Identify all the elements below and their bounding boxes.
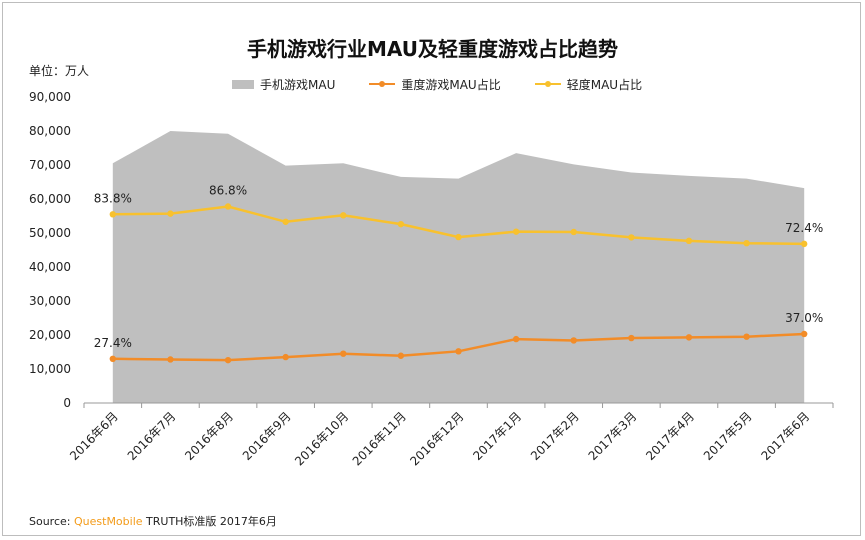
point-light (397, 220, 405, 228)
point-light (570, 228, 577, 236)
data-label: 86.8% (209, 183, 247, 197)
source-brand: QuestMobile (74, 515, 143, 528)
x-tick-label: 2017年4月 (643, 409, 697, 463)
point-heavy (282, 353, 289, 361)
point-heavy (455, 348, 462, 355)
point-heavy (800, 330, 808, 338)
area-series-mau (112, 131, 805, 403)
source-note: Source: QuestMobile TRUTH标准版 2017年6月 (29, 513, 277, 529)
y-tick-label: 60,000 (29, 192, 71, 206)
legend-item-area: 手机游戏MAU (232, 76, 335, 93)
y-tick-label: 40,000 (29, 260, 71, 274)
x-tick-label: 2016年7月 (125, 409, 179, 463)
point-light (282, 218, 289, 225)
source-prefix: Source: (29, 515, 71, 528)
x-tick-label: 2016年12月 (407, 409, 466, 468)
x-tick-label: 2017年1月 (470, 409, 524, 463)
legend-label-light: 轻度MAU占比 (566, 77, 643, 92)
point-light (685, 237, 693, 245)
data-label: 37.0% (785, 311, 823, 325)
legend-swatch-light (534, 79, 561, 89)
point-light (628, 234, 635, 241)
point-heavy (512, 335, 520, 343)
point-heavy (167, 356, 174, 363)
y-tick-label: 30,000 (29, 294, 71, 308)
point-heavy (340, 350, 347, 357)
legend-item-light: 轻度MAU占比 (534, 76, 643, 93)
point-light (167, 210, 174, 217)
y-tick-label: 10,000 (29, 362, 71, 376)
legend-label-area: 手机游戏MAU (260, 77, 336, 92)
y-tick-label: 80,000 (29, 124, 71, 138)
x-tick-label: 2016年8月 (182, 409, 236, 463)
y-tick-label: 0 (63, 396, 71, 410)
x-tick-label: 2016年11月 (350, 409, 409, 468)
x-tick-label: 2017年6月 (758, 409, 812, 463)
point-light (743, 240, 750, 247)
x-tick-label: 2017年3月 (586, 409, 640, 463)
point-light (109, 211, 117, 218)
point-light (512, 228, 520, 235)
point-heavy (224, 356, 232, 364)
y-tick-label: 90,000 (29, 90, 71, 104)
data-label: 27.4% (94, 336, 132, 350)
legend-swatch-area (232, 79, 254, 89)
x-tick-label: 2017年2月 (528, 409, 582, 463)
y-tick-label: 50,000 (29, 226, 71, 240)
point-heavy (685, 334, 693, 341)
chart-title: 手机游戏行业MAU及轻重度游戏占比趋势 (246, 37, 618, 61)
point-heavy (397, 352, 405, 359)
source-rest: TRUTH标准版 2017年6月 (146, 515, 277, 528)
point-heavy (743, 333, 750, 340)
y-tick-label: 70,000 (29, 158, 71, 172)
x-tick-label: 2016年10月 (292, 409, 351, 468)
point-light (455, 233, 462, 241)
point-heavy (628, 334, 635, 342)
data-label: 83.8% (94, 191, 132, 205)
x-tick-label: 2017年5月 (701, 409, 755, 463)
point-heavy (570, 337, 577, 344)
point-light (340, 212, 347, 219)
legend-swatch-heavy (369, 79, 396, 89)
point-heavy (109, 355, 117, 362)
point-light (224, 203, 232, 210)
legend-item-heavy: 重度游戏MAU占比 (369, 76, 501, 93)
legend-label-heavy: 重度游戏MAU占比 (401, 77, 501, 92)
y-tick-label: 20,000 (29, 328, 71, 342)
unit-label: 单位：万人 (29, 64, 90, 78)
x-tick-label: 2016年6月 (67, 409, 121, 463)
x-tick-label: 2016年9月 (240, 409, 294, 463)
legend: 手机游戏MAU 重度游戏MAU占比 轻度MAU占比 (232, 76, 676, 92)
data-label: 72.4% (785, 221, 823, 235)
point-light (800, 240, 808, 248)
